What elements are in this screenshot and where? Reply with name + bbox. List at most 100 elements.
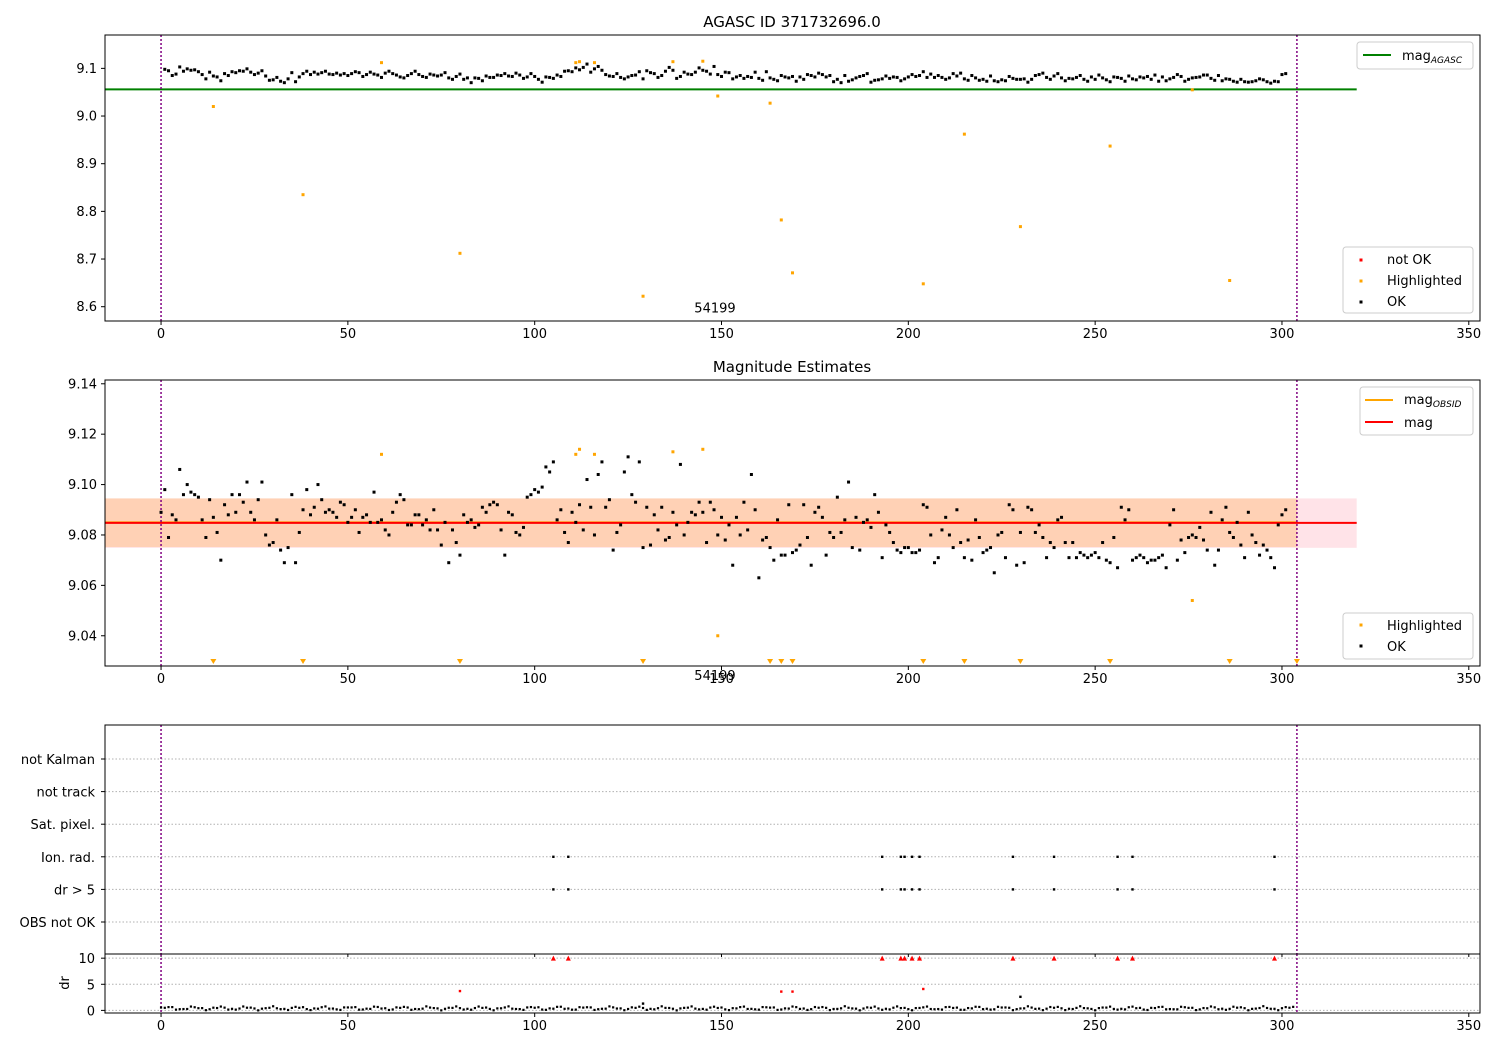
ok-point [346, 520, 350, 524]
ok-point [211, 515, 215, 519]
highlighted-point [1190, 598, 1194, 602]
ok-point [701, 68, 705, 72]
ok-point [992, 79, 996, 83]
ok-point [663, 69, 667, 73]
dr-capped-marker [898, 955, 904, 961]
ok-point [238, 493, 242, 497]
ok-point [944, 515, 948, 519]
dr-point [380, 1007, 383, 1010]
ok-point [839, 81, 843, 85]
flag-point [552, 888, 555, 891]
ok-point [824, 75, 828, 79]
ok-point [1011, 76, 1015, 80]
ok-point [637, 460, 641, 464]
dr-point [428, 1006, 432, 1009]
dr-point [881, 1008, 884, 1011]
ok-point [260, 480, 264, 484]
ok-point [529, 493, 533, 497]
below-axis-marker [1226, 659, 1233, 664]
ok-point [749, 472, 753, 476]
ok-point [1045, 556, 1049, 560]
ok-point [734, 75, 738, 79]
x-tick-label: 50 [340, 327, 357, 342]
dr-point [641, 1002, 645, 1005]
ok-point [1216, 74, 1220, 78]
ok-point [731, 77, 735, 81]
ok-point [813, 75, 817, 79]
ok-point [245, 480, 249, 484]
y-tick-label: 0 [87, 1004, 95, 1019]
ok-point [544, 75, 548, 79]
ok-point [955, 508, 959, 512]
dr-point [989, 1008, 992, 1011]
dr-point [305, 1008, 308, 1011]
dr-capped-marker [1115, 955, 1121, 961]
ok-point [1168, 523, 1172, 527]
ok-point [888, 76, 892, 80]
ok-point [368, 520, 372, 524]
dr-point [1108, 1005, 1112, 1008]
ok-point [828, 74, 832, 78]
dr-point [387, 1008, 391, 1012]
ok-point [929, 72, 933, 76]
ok-point [1269, 81, 1273, 85]
dr-point [1236, 1006, 1239, 1009]
dr-point [171, 1006, 174, 1009]
ok-point [525, 75, 529, 79]
dr-point [455, 1005, 458, 1008]
ok-point [320, 498, 324, 502]
ok-point [940, 75, 944, 79]
ok-point [215, 530, 219, 534]
ok-point [996, 533, 1000, 537]
ok-point [495, 73, 499, 77]
ok-point [693, 513, 697, 517]
ok-point [421, 523, 425, 527]
flag-point [918, 888, 921, 891]
flag-point [567, 888, 570, 891]
dr-point [346, 1006, 349, 1009]
dr-not-ok-point [780, 990, 783, 993]
ok-point [196, 495, 200, 499]
ok-point [869, 525, 873, 529]
y-tick-label: 8.7 [76, 253, 97, 268]
ok-point [824, 553, 828, 557]
dr-point [716, 1006, 719, 1010]
ok-point [1018, 77, 1022, 81]
ok-point [1134, 78, 1138, 82]
x-tick-label: 350 [1456, 672, 1481, 687]
ok-point [503, 553, 507, 557]
ok-point [1269, 556, 1273, 560]
ok-point [686, 520, 690, 524]
dr-point [701, 1007, 704, 1011]
dr-point [406, 1006, 409, 1009]
ok-point [802, 503, 806, 507]
dr-point [159, 1006, 163, 1009]
ok-point [989, 74, 993, 78]
dr-point [286, 1008, 290, 1012]
ok-point [1131, 558, 1135, 562]
ok-point [544, 465, 548, 469]
ok-point [1175, 558, 1179, 562]
dr-point [907, 1008, 910, 1011]
ok-point [607, 74, 611, 78]
ok-point [350, 515, 354, 519]
dr-point [488, 1007, 491, 1011]
ok-point [267, 78, 271, 82]
panel4-plot-area [105, 954, 1480, 1013]
panel2-obsid-label: 54199 [694, 669, 735, 684]
ok-point [910, 73, 914, 77]
ok-point [1157, 79, 1161, 83]
dr-point [683, 1006, 686, 1009]
flag-point [1116, 855, 1119, 858]
ok-point [1033, 530, 1037, 534]
dr-point [511, 1007, 514, 1010]
dr-point [290, 1006, 293, 1009]
ok-point [230, 70, 234, 74]
ok-point [1261, 543, 1265, 547]
ok-point [656, 528, 660, 532]
ok-point [884, 523, 888, 527]
flag-point [552, 855, 555, 858]
ok-point [914, 74, 918, 78]
ok-point [372, 72, 376, 76]
ok-point [350, 72, 354, 76]
